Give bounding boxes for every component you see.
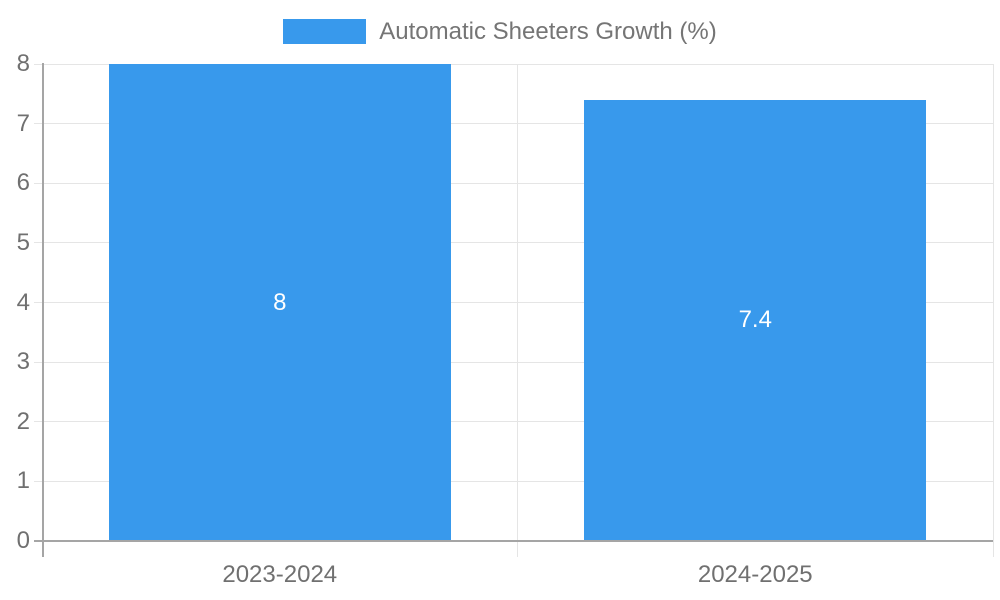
gridline-y-1 xyxy=(34,480,993,482)
legend-item[interactable]: Automatic Sheeters Growth (%) xyxy=(0,15,1000,47)
y-axis-tick-label: 6 xyxy=(16,169,30,197)
legend-label: Automatic Sheeters Growth (%) xyxy=(379,17,717,45)
y-axis-tick-label: 1 xyxy=(16,467,30,495)
x-axis-tick-label: 2024-2025 xyxy=(697,561,813,588)
gridline-x-boundary-2 xyxy=(992,64,994,557)
gridline-y-2 xyxy=(34,421,993,423)
x-axis-line xyxy=(34,540,993,542)
legend-swatch xyxy=(283,18,367,44)
gridline-y-7 xyxy=(34,123,993,125)
bar-2023-2024[interactable] xyxy=(108,64,451,541)
y-axis-line xyxy=(42,63,44,557)
gridline-y-5 xyxy=(34,242,993,244)
gridline-y-8 xyxy=(34,63,993,65)
y-axis-tick-label: 4 xyxy=(16,288,30,316)
y-axis-tick-label: 2 xyxy=(16,407,30,435)
gridline-y-4 xyxy=(34,302,993,303)
gridline-y-6 xyxy=(34,182,993,184)
y-axis-tick-label: 8 xyxy=(16,50,30,77)
bar-2024-2025[interactable] xyxy=(584,99,927,541)
y-axis-tick-label: 7 xyxy=(16,109,30,137)
x-axis-tick-label: 2023-2024 xyxy=(222,561,338,588)
y-axis-tick-label: 0 xyxy=(16,527,30,554)
y-axis-tick-label: 3 xyxy=(16,348,30,376)
y-axis-tick-label: 5 xyxy=(16,228,30,256)
gridline-y-3 xyxy=(34,361,993,363)
gridline-x-boundary-1 xyxy=(517,64,518,557)
